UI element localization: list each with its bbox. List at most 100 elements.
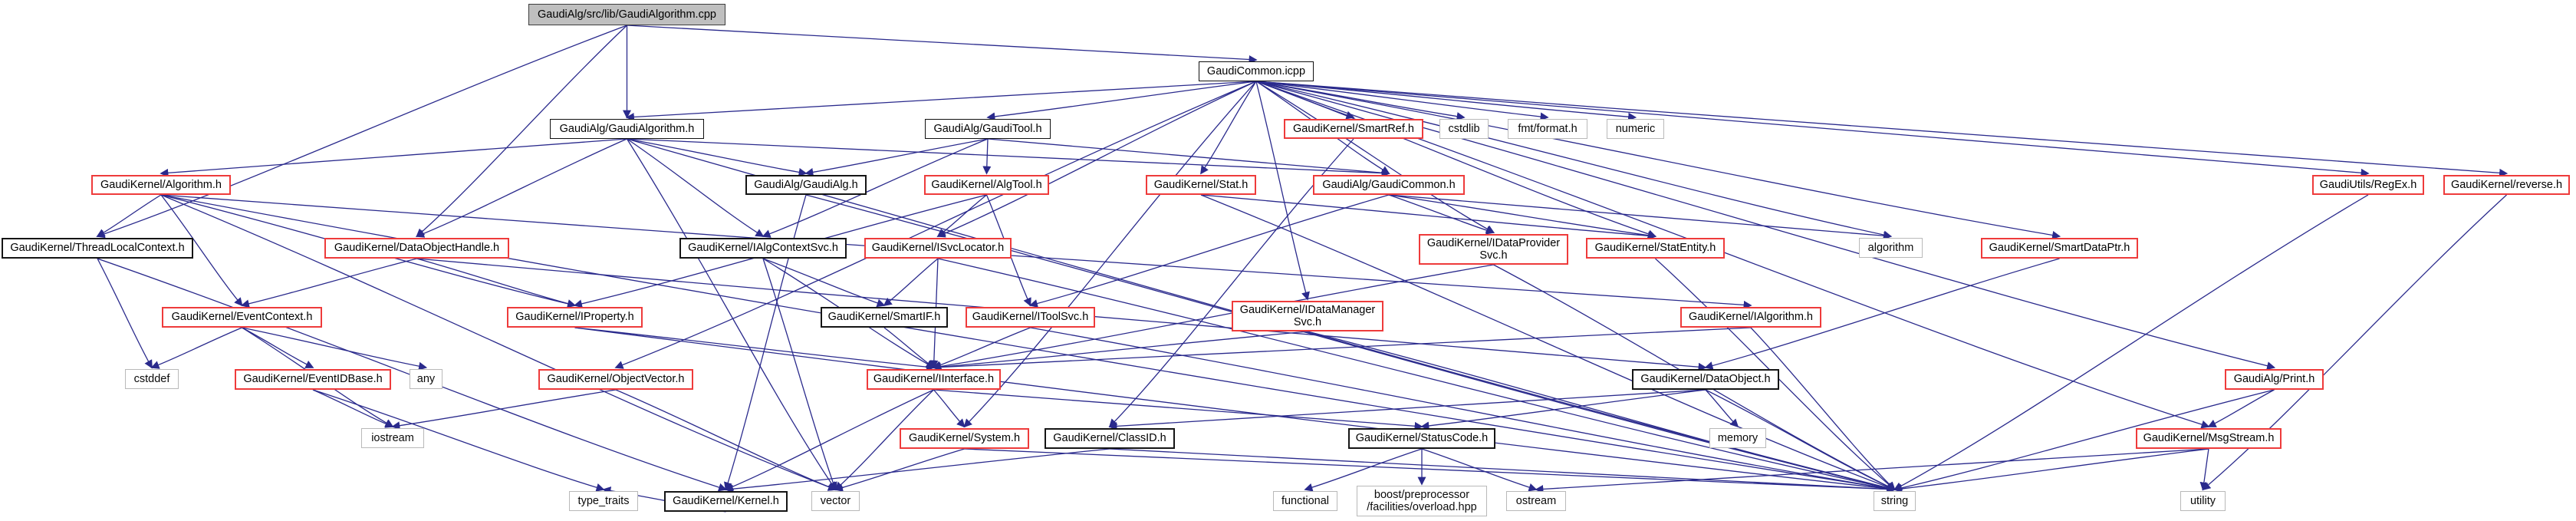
include-edge-galg-to-kernel (724, 194, 807, 491)
include-edge-idatamgr-to-string (1307, 331, 1897, 493)
include-edge-iinterface-to-vector (834, 389, 934, 491)
graph-node-classid[interactable]: GaudiKernel/ClassID.h (1045, 428, 1175, 449)
graph-node-kernel[interactable]: GaudiKernel/Kernel.h (664, 491, 788, 512)
graph-node-kalgorithm[interactable]: GaudiKernel/Algorithm.h (91, 175, 231, 195)
include-edge-gtool-to-galg (804, 138, 989, 176)
graph-node-dohandle[interactable]: GaudiKernel/DataObjectHandle.h (324, 238, 509, 259)
graph-node-memory: memory (1709, 428, 1766, 448)
graph-node-evctx[interactable]: GaudiKernel/EventContext.h (162, 307, 322, 328)
include-edge-ialgctx-to-vector (762, 258, 837, 491)
include-edge-statuscode-to-functional (1304, 448, 1423, 492)
graph-node-galg_h[interactable]: GaudiAlg/GaudiAlgorithm.h (550, 119, 704, 139)
include-edge-system-to-string (964, 448, 1897, 494)
include-edge-system-to-vector (834, 448, 965, 492)
include-edge-icpp-to-idatamgr (1255, 81, 1310, 301)
include-edge-icpp-to-algorithm (1255, 81, 1893, 239)
include-edge-dataobject-to-memory (1705, 389, 1739, 428)
graph-node-idataprov[interactable]: GaudiKernel/IDataProvider Svc.h (1419, 234, 1568, 265)
include-edge-classid-to-kernel (724, 448, 1110, 493)
include-edge-dataobject-to-classid (1108, 389, 1706, 431)
graph-node-stat[interactable]: GaudiKernel/Stat.h (1146, 175, 1256, 195)
include-edge-statentity-to-string (1655, 258, 1896, 491)
graph-node-reverse[interactable]: GaudiKernel/reverse.h (2443, 175, 2570, 195)
graph-node-icpp[interactable]: GaudiCommon.icpp (1199, 61, 1314, 81)
include-edge-kalgorithm-to-vector (160, 194, 837, 491)
graph-node-ostream: ostream (1506, 491, 1566, 511)
include-edge-msgstream-to-ostream (1535, 448, 2209, 494)
include-edge-msgstream-to-utility (2199, 448, 2209, 491)
graph-node-cstdlib: cstdlib (1439, 119, 1489, 139)
include-edge-classid-to-string (1109, 448, 1897, 494)
include-edge-dataobject-to-statuscode (1420, 389, 1706, 430)
include-edge-itoolsvc-to-iinterface (932, 327, 1031, 370)
graph-node-statuscode[interactable]: GaudiKernel/StatusCode.h (1348, 428, 1495, 449)
include-edge-iinterface-to-statuscode (933, 389, 1423, 430)
graph-node-iinterface[interactable]: GaudiKernel/IInterface.h (867, 369, 1001, 390)
include-edge-gtool-to-ialgctx (762, 138, 989, 238)
include-edge-galg_h-to-ialgctx (627, 138, 765, 237)
graph-node-any: any (410, 369, 442, 389)
include-edge-evctx-to-evidbase (242, 327, 314, 368)
graph-node-print[interactable]: GaudiAlg/Print.h (2225, 369, 2324, 390)
graph-node-smartref[interactable]: GaudiKernel/SmartRef.h (1284, 119, 1423, 139)
include-edge-isvcloc-to-string (937, 258, 1897, 493)
include-edge-cpp-to-tlc (96, 25, 627, 239)
include-edge-ialgctx-to-smartif (762, 258, 886, 308)
include-edge-iinterface-to-system (933, 389, 966, 428)
include-edge-galg_h-to-gcommon (627, 138, 1390, 178)
graph-node-string: string (1874, 491, 1916, 511)
include-edge-print-to-msgstream (2207, 389, 2275, 427)
graph-node-isvcloc[interactable]: GaudiKernel/ISvcLocator.h (864, 238, 1012, 259)
include-edge-gcommon-to-statentity (1388, 194, 1657, 240)
graph-node-utility: utility (2180, 491, 2226, 511)
graph-node-ialg[interactable]: GaudiKernel/IAlgorithm.h (1680, 307, 1821, 328)
include-edge-icpp-to-objvec (614, 81, 1257, 369)
graph-node-idatamgr[interactable]: GaudiKernel/IDataManager Svc.h (1232, 301, 1383, 331)
graph-node-algorithm: algorithm (1859, 238, 1923, 258)
include-edge-gtool-to-gcommon (987, 138, 1390, 177)
include-edge-msgstream-to-string (1893, 448, 2209, 493)
include-edge-galg_h-to-galg (627, 138, 808, 176)
include-edge-gtool-to-algtool (982, 138, 992, 175)
include-edge-ialg-to-string (1750, 327, 1896, 491)
include-edge-icpp-to-galg_h (625, 81, 1257, 122)
include-edge-stat-to-string (1200, 194, 1897, 491)
include-edge-galg_h-to-dohandle (415, 138, 627, 238)
include-edge-icpp-to-fmt (1255, 81, 1549, 121)
graph-node-algtool[interactable]: GaudiKernel/AlgTool.h (924, 175, 1049, 195)
graph-node-smartif[interactable]: GaudiKernel/SmartIF.h (821, 307, 948, 328)
include-edge-kalgorithm-to-evctx (160, 194, 243, 307)
graph-node-functional: functional (1273, 491, 1337, 511)
include-edge-idataprov-to-iinterface (932, 264, 1494, 371)
include-edge-galg_h-to-kalgorithm (160, 138, 627, 177)
include-edge-stat-to-statentity (1200, 194, 1657, 240)
graph-node-regex[interactable]: GaudiUtils/RegEx.h (2312, 175, 2424, 195)
graph-node-system[interactable]: GaudiKernel/System.h (900, 428, 1029, 449)
graph-node-smartdataptr[interactable]: GaudiKernel/SmartDataPtr.h (1981, 238, 2138, 259)
include-edge-smartdataptr-to-dataobject (1704, 258, 2060, 370)
include-edge-reverse-to-utility (2202, 194, 2507, 491)
include-edge-evidbase-to-type_traits (312, 389, 605, 492)
include-edge-evidbase-to-iostream (312, 389, 394, 428)
graph-node-iprop[interactable]: GaudiKernel/IProperty.h (507, 307, 643, 328)
include-edge-isvcloc-to-smartif (883, 258, 939, 307)
graph-node-gtool[interactable]: GaudiAlg/GaudiTool.h (925, 119, 1051, 139)
graph-node-objvec[interactable]: GaudiKernel/ObjectVector.h (538, 369, 693, 390)
include-edge-gcommon-to-idataprov (1388, 194, 1495, 235)
include-edge-evctx-to-any (242, 327, 428, 371)
graph-node-msgstream[interactable]: GaudiKernel/MsgStream.h (2136, 428, 2282, 449)
include-edge-evctx-to-cstddef (150, 327, 242, 369)
graph-node-tlc[interactable]: GaudiKernel/ThreadLocalContext.h (2, 238, 193, 259)
graph-node-vector: vector (811, 491, 860, 511)
include-edge-algtool-to-isvcloc (936, 194, 987, 237)
graph-node-gcommon[interactable]: GaudiAlg/GaudiCommon.h (1313, 175, 1465, 195)
include-edge-iinterface-to-kernel (724, 389, 934, 491)
graph-node-galg[interactable]: GaudiAlg/GaudiAlg.h (745, 175, 867, 195)
graph-node-itoolsvc[interactable]: GaudiKernel/IToolSvc.h (966, 307, 1095, 328)
graph-node-ialgctx[interactable]: GaudiKernel/IAlgContextSvc.h (679, 238, 847, 259)
graph-node-dataobject[interactable]: GaudiKernel/DataObject.h (1632, 369, 1779, 390)
include-edge-cpp-to-dohandle (416, 25, 627, 238)
include-edge-tlc-to-cstddef (97, 258, 153, 369)
graph-node-evidbase[interactable]: GaudiKernel/EventIDBase.h (235, 369, 391, 390)
graph-node-statentity[interactable]: GaudiKernel/StatEntity.h (1586, 238, 1725, 259)
